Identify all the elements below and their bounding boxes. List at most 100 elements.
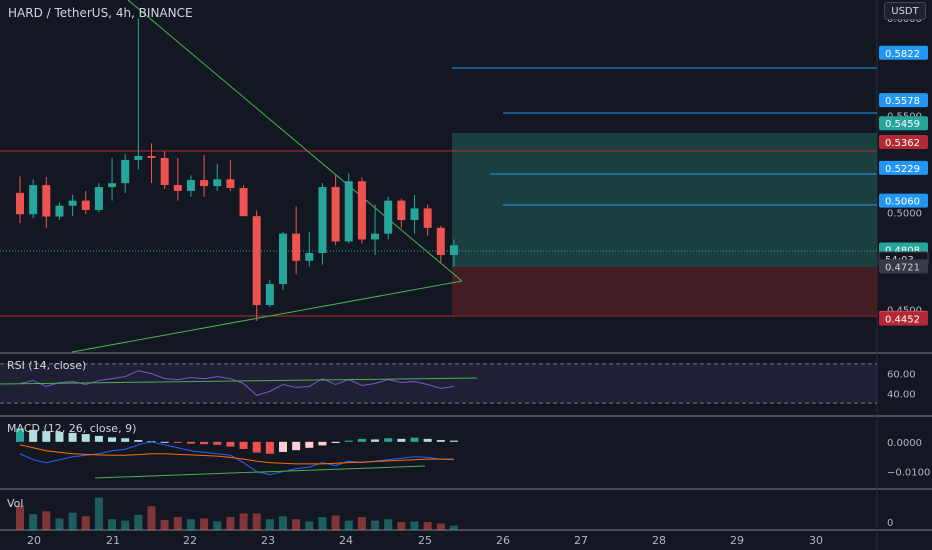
upper-trendline bbox=[127, 0, 463, 282]
candle-body bbox=[265, 284, 274, 306]
macd-histogram-bar bbox=[331, 441, 340, 444]
volume-bar bbox=[134, 514, 143, 530]
price-tag bbox=[879, 160, 928, 175]
price-tag-label: 0.5822 bbox=[885, 49, 920, 60]
volume-bar bbox=[449, 525, 458, 530]
volume-bar bbox=[16, 505, 24, 530]
candle-body bbox=[305, 253, 314, 261]
price-tag-label: 0.5459 bbox=[885, 119, 920, 130]
currency-button[interactable]: USDT bbox=[884, 2, 926, 20]
price-tag-label: 0.5362 bbox=[885, 138, 920, 149]
macd-histogram-bar bbox=[68, 432, 77, 442]
macd-histogram-bar bbox=[410, 437, 419, 442]
volume-bar bbox=[279, 516, 287, 530]
time-tick: 30 bbox=[809, 534, 823, 547]
candle-body bbox=[55, 205, 64, 217]
candle-body bbox=[108, 183, 117, 188]
lower-trendline bbox=[71, 280, 463, 353]
macd-histogram-bar bbox=[55, 432, 64, 442]
macd-histogram-bar bbox=[371, 439, 380, 442]
macd-histogram-bar bbox=[186, 441, 195, 444]
candle-body bbox=[384, 200, 393, 234]
macd-histogram-bar bbox=[423, 438, 432, 442]
macd-histogram-bar bbox=[94, 435, 103, 442]
macd-histogram-bar bbox=[357, 438, 366, 442]
candle-body bbox=[397, 200, 406, 221]
volume-bar bbox=[68, 512, 77, 530]
candle-body bbox=[449, 245, 458, 255]
volume-bar bbox=[239, 513, 248, 530]
price-tick: 0.4500 bbox=[887, 305, 922, 316]
candle-body bbox=[423, 208, 432, 228]
macd-histogram-bar bbox=[449, 440, 458, 442]
candle-body bbox=[331, 187, 340, 242]
candle-body bbox=[94, 187, 103, 210]
time-tick: 21 bbox=[106, 534, 120, 547]
macd-histogram-bar bbox=[173, 441, 182, 443]
price-tag bbox=[879, 116, 928, 131]
macd-histogram-bar bbox=[239, 441, 248, 449]
macd-histogram-bar bbox=[344, 440, 353, 442]
volume-bar bbox=[200, 518, 209, 530]
candle-body bbox=[357, 181, 366, 240]
macd-histogram-bar bbox=[81, 434, 90, 442]
symbol-title[interactable]: HARD / TetherUS, 4h, BINANCE bbox=[8, 6, 193, 20]
candle-body bbox=[410, 208, 419, 221]
macd-histogram-bar bbox=[384, 438, 393, 442]
candle-body bbox=[134, 156, 143, 160]
candle-body bbox=[81, 200, 90, 210]
volume-bar bbox=[344, 520, 353, 530]
macd-label[interactable]: MACD (12, 26, close, 9) bbox=[7, 422, 137, 435]
candle-body bbox=[29, 185, 38, 215]
volume-bar bbox=[147, 506, 156, 530]
volume-bar bbox=[121, 520, 130, 530]
price-tag bbox=[879, 135, 928, 150]
volume-bar bbox=[423, 522, 432, 530]
macd-tick: −0.0100 bbox=[887, 468, 930, 479]
volume-bar bbox=[384, 519, 393, 530]
volume-bar bbox=[94, 497, 103, 530]
candle-body bbox=[68, 200, 77, 206]
price-tag-label: 0.4721 bbox=[885, 262, 920, 273]
macd-histogram-bar bbox=[226, 441, 235, 447]
macd-histogram-bar bbox=[265, 441, 274, 454]
time-tick: 23 bbox=[261, 534, 275, 547]
candle-body bbox=[16, 192, 24, 215]
volume-label[interactable]: Vol bbox=[7, 497, 24, 510]
macd-histogram-bar bbox=[305, 441, 314, 448]
price-tag-label: 0.4808 bbox=[885, 246, 920, 257]
price-tag bbox=[879, 93, 928, 108]
volume-bar bbox=[213, 521, 222, 530]
candle-body bbox=[186, 180, 195, 191]
volume-bar bbox=[357, 517, 366, 530]
price-tag-label: 0.5060 bbox=[885, 197, 920, 208]
volume-bar bbox=[305, 521, 314, 530]
macd-histogram-bar bbox=[397, 438, 406, 442]
volume-bar bbox=[252, 513, 261, 530]
macd-histogram-bar bbox=[160, 441, 169, 443]
rsi-label[interactable]: RSI (14, close) bbox=[7, 359, 87, 372]
price-tag bbox=[879, 259, 928, 274]
macd-histogram-bar bbox=[16, 428, 24, 442]
time-tick: 25 bbox=[418, 534, 432, 547]
macd-histogram-bar bbox=[213, 441, 222, 445]
volume-bar bbox=[265, 519, 274, 530]
volume-bar bbox=[371, 520, 380, 530]
macd-histogram-bar bbox=[200, 441, 209, 445]
candle-body bbox=[200, 180, 209, 187]
time-tick: 20 bbox=[27, 534, 41, 547]
candle-body bbox=[279, 233, 287, 285]
volume-tick: 0 bbox=[887, 518, 893, 529]
volume-bar bbox=[331, 515, 340, 530]
macd-histogram-bar bbox=[279, 441, 287, 452]
time-tick: 29 bbox=[730, 534, 744, 547]
price-tag-label: 0.5229 bbox=[885, 164, 920, 175]
time-tick: 22 bbox=[183, 534, 197, 547]
volume-bar bbox=[81, 516, 90, 530]
macd-histogram-bar bbox=[292, 441, 301, 451]
candle-body bbox=[121, 159, 130, 184]
candle-body bbox=[436, 227, 445, 255]
macd-histogram-bar bbox=[252, 441, 261, 453]
signal-line bbox=[19, 444, 454, 465]
